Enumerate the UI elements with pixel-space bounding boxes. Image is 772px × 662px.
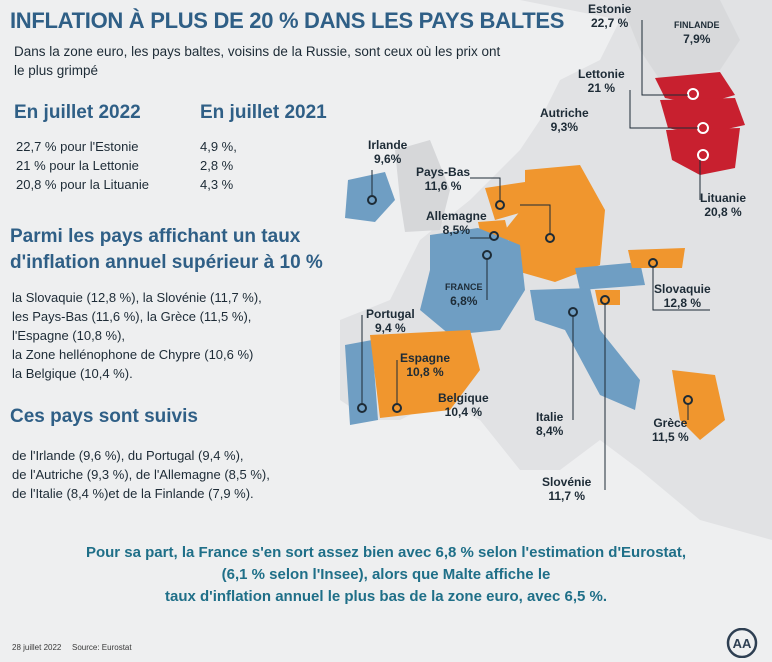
section1-line: la Slovaquie (12,8 %), la Slovénie (11,7… <box>12 290 262 305</box>
section1-title: Parmi les pays affichant un taux d'infla… <box>10 226 323 273</box>
date: 28 juillet 2022 <box>12 643 62 652</box>
leader-lines <box>361 20 710 490</box>
lithuania-shape <box>666 128 740 175</box>
label-autriche: Autriche 9,3% <box>540 106 589 134</box>
finland-shape <box>620 0 740 80</box>
conclusion: Pour sa part, la France s'en sort assez … <box>0 542 772 608</box>
section2-line: de l'Autriche (9,3 %), de l'Allemagne (8… <box>12 467 270 482</box>
latvia-shape <box>660 98 745 135</box>
section1-line: la Zone hellénophone de Chypre (10,6 %) <box>12 347 254 362</box>
label-slovaquie: Slovaquie 12,8 % <box>654 282 711 310</box>
conclusion-line: taux d'inflation annuel le plus bas de l… <box>164 588 608 605</box>
label-france: FRANCE 6,8% <box>445 282 483 308</box>
svg-text:AA: AA <box>733 636 752 651</box>
austria-shape <box>575 262 645 290</box>
conclusion-line: Pour sa part, la France s'en sort assez … <box>85 544 687 561</box>
section2-line: de l'Italie (8,4 %)et de la Finlande (7,… <box>12 486 254 501</box>
label-italie: Italie 8,4% <box>536 410 564 438</box>
germany-shape <box>505 165 605 282</box>
label-portugal: Portugal 9,4 % <box>366 307 415 335</box>
label-estonie: Estonie 22,7 % <box>588 2 632 30</box>
headline: INFLATION À PLUS DE 20 % DANS LES PAYS B… <box>10 8 565 33</box>
label-grece: Grèce 11,5 % <box>652 416 689 444</box>
netherlands-shape <box>485 182 530 220</box>
france-shape <box>420 228 525 335</box>
aa-logo-icon: AA <box>726 628 758 658</box>
row-2021-estonie: 4,9 %, <box>200 139 237 154</box>
section1-line: l'Espagne (10,8 %), <box>12 328 126 343</box>
label-irlande: Irlande 9,6% <box>368 138 408 166</box>
britain-shape <box>395 140 450 232</box>
label-finlande: FINLANDE 7,9% <box>674 20 720 46</box>
row-2021-lituanie: 4,3 % <box>200 177 234 192</box>
slovakia-shape <box>628 248 685 268</box>
col-2022-header: En juillet 2022 <box>14 102 141 123</box>
section1-line: les Pays-Bas (11,6 %), la Grèce (11,5 %)… <box>12 309 252 324</box>
label-paysbas: Pays-Bas 11,6 % <box>416 165 471 193</box>
row-2022-lituanie: 20,8 % pour la Lituanie <box>16 177 149 192</box>
row-2022-lettonie: 21 % pour la Lettonie <box>16 158 139 173</box>
subtitle: Dans la zone euro, les pays baltes, vois… <box>14 44 501 78</box>
row-2022-estonie: 22,7 % pour l'Estonie <box>16 139 139 154</box>
section2-title: Ces pays sont suivis <box>10 406 198 427</box>
label-lituanie: Lituanie 20,8 % <box>700 191 747 219</box>
col-2021-header: En juillet 2021 <box>200 102 327 123</box>
label-belgique: Belgique 10,4 % <box>438 391 489 419</box>
section2-line: de l'Irlande (9,6 %), du Portugal (9,4 %… <box>12 448 244 463</box>
label-slovenie: Slovénie 11,7 % <box>542 475 592 503</box>
row-2021-lettonie: 2,8 % <box>200 158 234 173</box>
conclusion-line: (6,1 % selon l'Insee), alors que Malte a… <box>221 566 551 583</box>
label-allemagne: Allemagne 8,5% <box>426 209 487 237</box>
label-espagne: Espagne 10,8 % <box>400 351 451 379</box>
italy-shape <box>530 288 640 410</box>
section1-line: la Belgique (10,4 %). <box>12 366 133 381</box>
source: Source: Eurostat <box>72 643 132 652</box>
greece-shape <box>672 370 725 440</box>
label-lettonie: Lettonie 21 % <box>578 67 625 95</box>
